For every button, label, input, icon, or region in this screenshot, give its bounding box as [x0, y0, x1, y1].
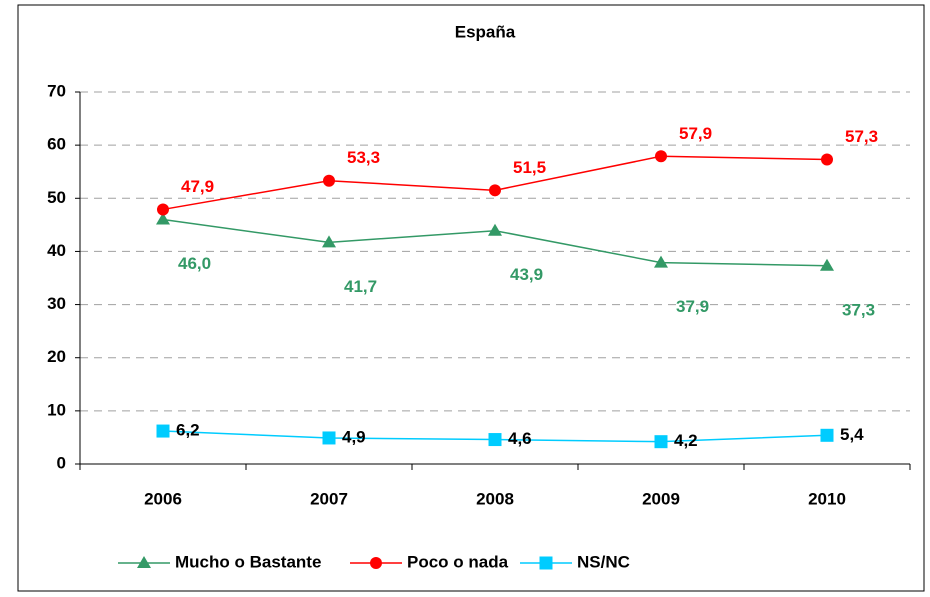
- marker: [157, 203, 169, 216]
- x-tick-label: 2006: [144, 489, 182, 508]
- legend-marker: [539, 556, 553, 570]
- x-tick-label: 2009: [642, 489, 680, 508]
- data-label: 46,0: [178, 254, 211, 273]
- y-tick-label: 60: [47, 135, 66, 154]
- marker: [322, 431, 336, 445]
- marker: [322, 235, 336, 248]
- chart-frame: [17, 4, 925, 592]
- marker: [489, 184, 501, 197]
- legend-label: Poco o nada: [407, 552, 509, 571]
- legend-marker: [370, 557, 382, 569]
- legend-marker: [137, 556, 151, 568]
- y-tick-label: 0: [57, 453, 66, 472]
- legend-label: NS/NC: [577, 552, 630, 571]
- data-label: 51,5: [513, 158, 546, 177]
- chart-title: España: [455, 22, 516, 41]
- data-label: 37,3: [842, 300, 875, 319]
- y-tick-label: 50: [47, 188, 66, 207]
- x-tick-label: 2008: [476, 489, 514, 508]
- marker: [655, 150, 667, 163]
- data-label: 4,2: [674, 431, 698, 450]
- x-tick-label: 2007: [310, 489, 348, 508]
- marker: [654, 435, 668, 449]
- marker: [488, 223, 502, 236]
- y-tick-label: 30: [47, 294, 66, 313]
- data-label: 57,9: [679, 124, 712, 143]
- data-label: 53,3: [347, 148, 380, 167]
- data-label: 6,2: [176, 421, 200, 440]
- marker: [156, 424, 170, 438]
- data-label: 43,9: [510, 265, 543, 284]
- y-tick-label: 40: [47, 241, 66, 260]
- marker: [156, 212, 170, 225]
- legend-label: Mucho o Bastante: [175, 552, 321, 571]
- marker: [488, 433, 502, 447]
- marker: [821, 153, 833, 166]
- marker: [820, 258, 834, 271]
- data-label: 37,9: [676, 297, 709, 316]
- y-tick-label: 70: [47, 81, 66, 100]
- data-label: 5,4: [840, 425, 864, 444]
- x-tick-label: 2010: [808, 489, 846, 508]
- data-label: 4,9: [342, 427, 366, 446]
- marker: [654, 255, 668, 268]
- data-label: 41,7: [344, 277, 377, 296]
- marker: [323, 174, 335, 187]
- data-label: 57,3: [845, 127, 878, 146]
- data-label: 4,6: [508, 429, 532, 448]
- y-tick-label: 10: [47, 400, 66, 419]
- y-tick-label: 20: [47, 347, 66, 366]
- marker: [820, 428, 834, 442]
- data-label: 47,9: [181, 177, 214, 196]
